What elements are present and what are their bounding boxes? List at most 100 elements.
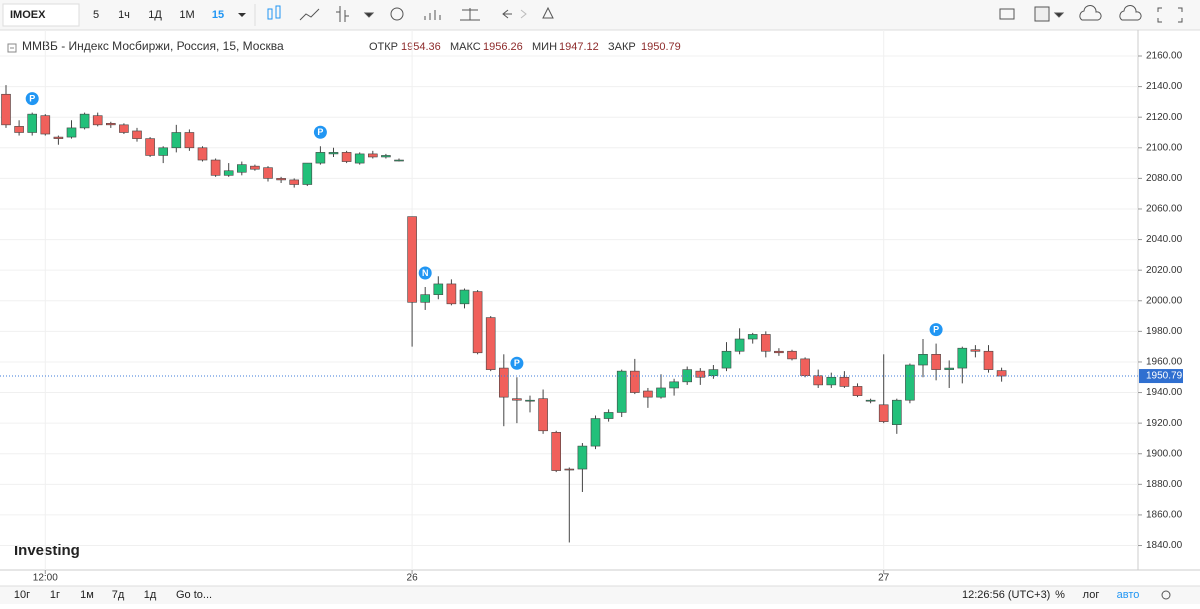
candle-body <box>145 138 155 156</box>
interval[interactable]: 5 <box>93 9 99 21</box>
candle-body <box>119 124 129 133</box>
event-label: N <box>422 268 429 278</box>
y-tick-label: 2040.00 <box>1146 234 1183 245</box>
candle-body <box>774 350 784 354</box>
candle-body <box>669 381 679 389</box>
candle-body <box>40 115 51 135</box>
candle-body <box>367 153 378 158</box>
event-badge[interactable] <box>929 323 943 337</box>
candle-body <box>328 152 339 155</box>
candle-body <box>106 123 116 126</box>
log-toggle[interactable]: лог <box>1083 589 1100 601</box>
candle-body <box>315 152 326 164</box>
candle-body <box>512 398 522 401</box>
candle-body <box>616 370 627 413</box>
candle-body <box>446 283 457 305</box>
candle-body <box>79 113 90 129</box>
x-tick-label: 27 <box>878 573 890 584</box>
candle-body <box>590 418 601 447</box>
last-price-box <box>1139 369 1183 384</box>
y-tick-label: 2020.00 <box>1146 265 1183 276</box>
candle-body <box>538 398 548 432</box>
y-tick-label: 1920.00 <box>1146 418 1183 429</box>
ohlc-label: ОТКР <box>369 41 398 53</box>
candle-body <box>485 317 496 370</box>
candle-body <box>407 216 417 303</box>
y-tick-label: 2140.00 <box>1146 81 1183 92</box>
range[interactable]: 1д <box>144 589 157 601</box>
dropdown-arrow[interactable] <box>238 13 246 17</box>
candle-body <box>564 468 575 471</box>
symbol-box[interactable] <box>2 3 80 27</box>
y-tick-label: 1960.00 <box>1146 357 1183 368</box>
interval[interactable]: 1ч <box>118 9 130 21</box>
candle-body <box>459 289 470 305</box>
candle-body <box>603 412 614 419</box>
candle-body <box>394 159 404 162</box>
symbol[interactable]: IMOEX <box>10 9 46 21</box>
candle-body <box>184 132 195 149</box>
settings-icon[interactable] <box>1161 590 1171 600</box>
interval[interactable]: 1Д <box>148 9 162 21</box>
candle-body <box>695 370 706 378</box>
candle-body <box>839 376 850 387</box>
candle-body <box>865 399 876 402</box>
candle-body <box>629 370 640 393</box>
candle-body <box>53 136 64 139</box>
y-tick-label: 1980.00 <box>1146 326 1183 337</box>
event-badge[interactable] <box>313 125 327 139</box>
event-badge[interactable] <box>25 92 39 106</box>
range[interactable]: 7д <box>112 589 125 601</box>
candle-body <box>420 294 431 303</box>
x-tick-label: 26 <box>407 573 419 584</box>
event-badge[interactable] <box>510 356 524 370</box>
candle-body <box>970 349 981 352</box>
range[interactable]: 10г <box>14 589 30 601</box>
goto[interactable]: Go to... <box>176 589 212 601</box>
candle-body <box>341 152 352 162</box>
range[interactable]: 1м <box>80 589 94 601</box>
candle-body <box>223 170 234 176</box>
interval[interactable]: 1М <box>179 9 194 21</box>
range[interactable]: 1г <box>50 589 60 601</box>
candle-body <box>918 354 928 366</box>
candle-body <box>92 115 103 126</box>
candle-body <box>813 375 824 386</box>
candle-body <box>525 399 535 402</box>
candle-body <box>826 376 837 386</box>
y-tick-label: 2160.00 <box>1146 51 1183 62</box>
y-tick-label: 2080.00 <box>1146 173 1183 184</box>
candle-body <box>354 153 365 164</box>
event-badge[interactable] <box>418 266 432 280</box>
active-interval[interactable]: 15 <box>212 9 224 21</box>
candle-body <box>276 178 286 181</box>
percent-toggle[interactable]: % <box>1055 589 1065 601</box>
ohlc-label: ЗАКР <box>608 41 636 53</box>
candle-body <box>237 164 247 173</box>
candle-body <box>983 350 994 370</box>
candle-body <box>132 130 142 139</box>
toolbar-icons <box>254 4 1183 26</box>
y-tick-label: 2000.00 <box>1146 295 1183 306</box>
candle-body <box>158 147 168 156</box>
collapse-icon[interactable] <box>7 43 17 53</box>
last-price-label: 1950.79 <box>1146 371 1183 382</box>
candle-body <box>643 390 653 398</box>
y-tick-label: 2120.00 <box>1146 112 1183 123</box>
y-tick-label: 1860.00 <box>1146 510 1183 521</box>
candle-body <box>905 364 915 401</box>
candle-body <box>302 162 313 185</box>
candle-body <box>734 338 745 352</box>
candle-body <box>577 445 588 470</box>
candle-body <box>787 350 797 360</box>
ohlc-value: 1947.12 <box>559 41 599 53</box>
candle-body <box>472 291 483 354</box>
auto-toggle[interactable]: авто <box>1117 589 1140 601</box>
candle-body <box>210 159 221 176</box>
candle-body <box>878 404 889 422</box>
watermark: Investing <box>14 542 80 559</box>
event-label: P <box>29 93 35 103</box>
ohlc-label: МИН <box>532 41 557 53</box>
chart-title: ММВБ - Индекс Мосбиржи, Россия, 15, Моск… <box>22 39 284 53</box>
candle-body <box>289 179 300 185</box>
